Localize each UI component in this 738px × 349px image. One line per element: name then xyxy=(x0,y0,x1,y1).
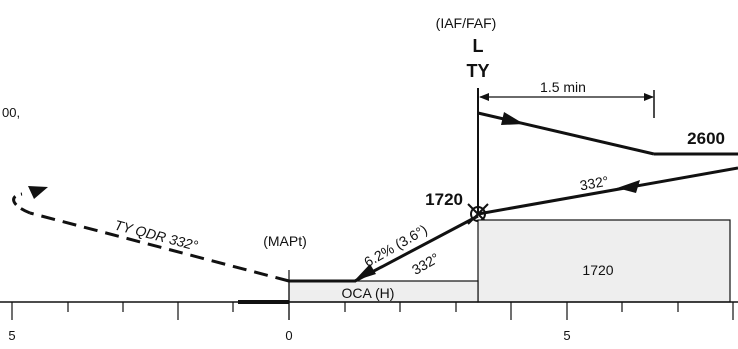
distance-scale-label-zero: 0 xyxy=(285,328,292,343)
initial-altitude-label: 2600 xyxy=(687,129,725,148)
inbound-track-label: 332° xyxy=(578,173,609,194)
fix-role-label: (IAF/FAF) xyxy=(436,15,497,31)
oca-label: OCA (H) xyxy=(342,285,395,301)
mapt-label: (MAPt) xyxy=(263,233,307,249)
inbound-leg xyxy=(477,166,738,216)
inbound-arrowhead xyxy=(617,180,640,193)
faf-altitude-label: 1720 xyxy=(425,190,463,209)
missed-approach-path xyxy=(29,211,290,283)
final-track-label: 332° xyxy=(409,249,442,277)
distance-scale-ticks xyxy=(11,302,734,320)
distance-scale-label-right: 5 xyxy=(563,328,570,343)
partial-note-text: 00, xyxy=(2,105,20,120)
missed-approach-turn xyxy=(12,192,31,215)
outbound-time-label: 1.5 min xyxy=(540,79,586,95)
outbound-arrowhead xyxy=(501,112,524,125)
final-descent-arrowhead xyxy=(354,264,376,281)
fix-ident-bottom: TY xyxy=(466,61,489,81)
msa-block-altitude-label: 1720 xyxy=(582,262,613,278)
fix-ident-top: L xyxy=(473,36,484,56)
msa-block xyxy=(477,219,731,303)
missed-approach-arrowhead xyxy=(28,186,48,199)
final-descent-leg xyxy=(354,214,479,283)
distance-scale-label-left: 5 xyxy=(8,328,15,343)
missed-approach-label: TY QDR 332° xyxy=(113,217,200,254)
